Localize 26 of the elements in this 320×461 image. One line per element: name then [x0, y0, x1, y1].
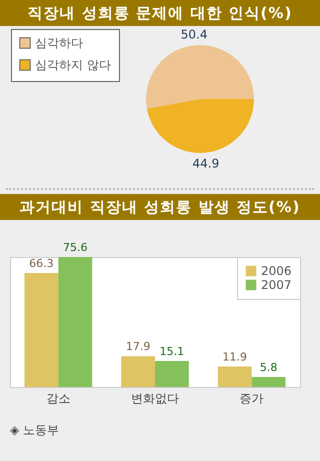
data-label: 17.9: [126, 340, 150, 354]
bar: [252, 377, 286, 387]
data-label: 44.9: [192, 156, 220, 171]
legend-label: 심각하지 않다: [35, 58, 111, 72]
chart-title: 과거대비 직장내 성희롱 발생 정도(%): [0, 194, 320, 220]
data-label: 15.1: [160, 345, 184, 358]
text: ◈ 노동부: [9, 422, 60, 439]
legend-label: 2007: [261, 278, 292, 292]
x-tick-label: 증가: [240, 392, 264, 406]
pie-slice: [146, 99, 254, 153]
chart-title: 직장내 성희롱 문제에 대한 인식(%): [0, 0, 320, 26]
data-label: 11.9: [222, 350, 247, 364]
x-tick-label: 감소: [46, 392, 70, 406]
bar: [155, 361, 189, 387]
data-label: 5.8: [260, 361, 278, 374]
bar: [58, 257, 92, 387]
x-tick-label: 변화없다: [131, 392, 179, 406]
bar: [24, 272, 58, 387]
data-label: 66.3: [29, 256, 54, 270]
legend-label: 심각하다: [35, 36, 83, 50]
pie-slice: [146, 45, 254, 109]
legend-label: 2006: [261, 264, 292, 278]
bar: [121, 356, 155, 387]
bar: [218, 366, 252, 387]
data-label: 50.4: [180, 27, 208, 42]
data-label: 75.6: [63, 241, 88, 254]
